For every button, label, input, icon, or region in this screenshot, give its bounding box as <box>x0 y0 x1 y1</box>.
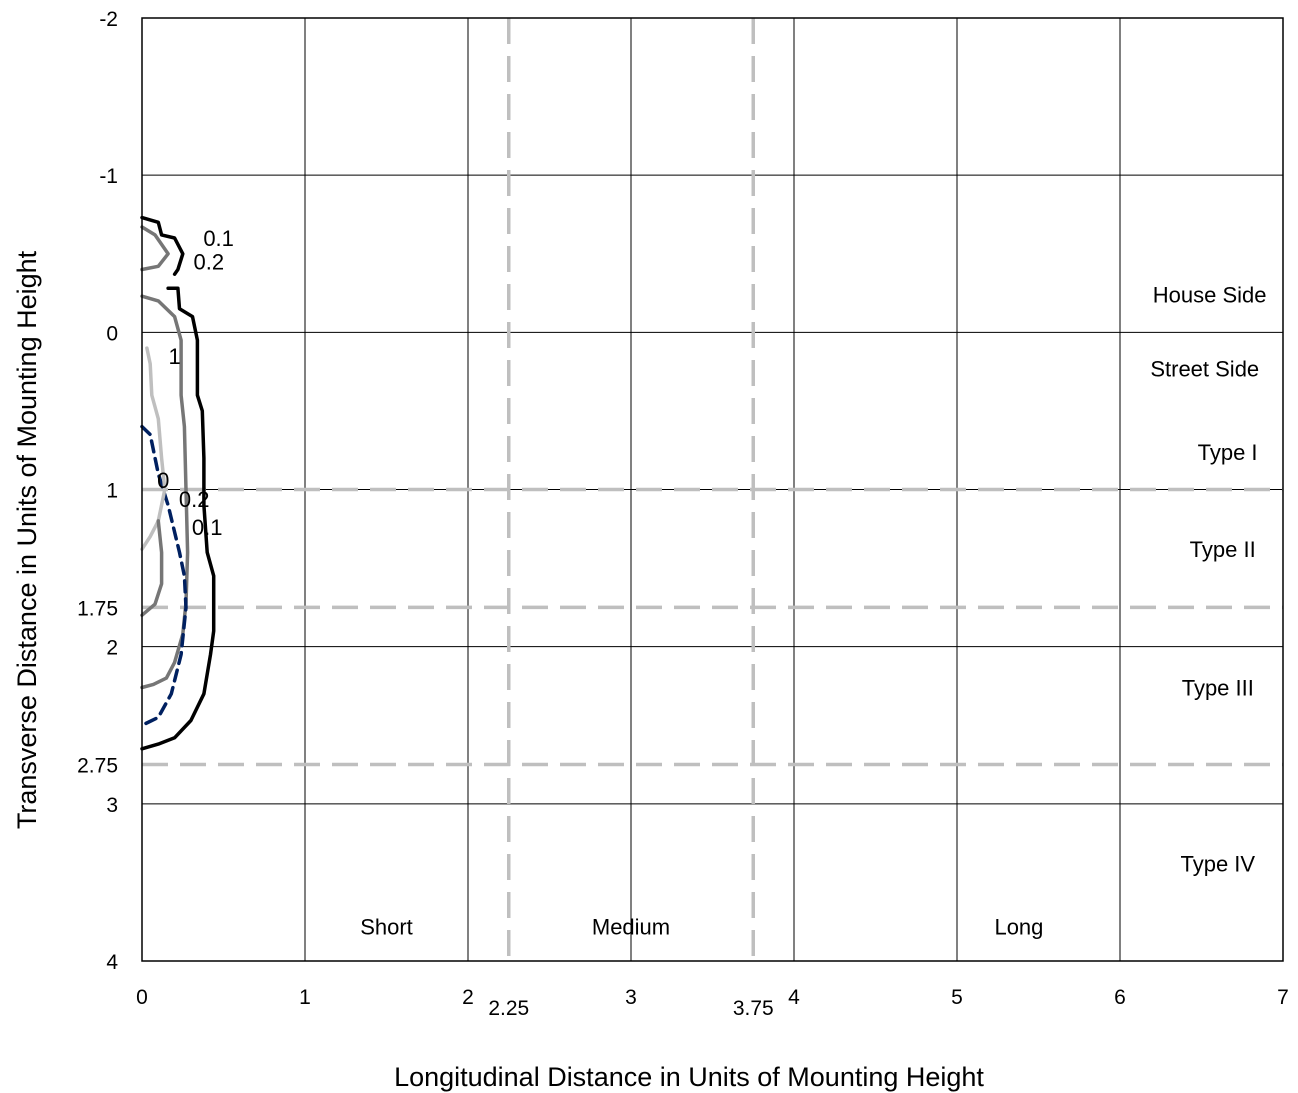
x-tick-label: 0 <box>136 986 148 1009</box>
contour-line <box>140 215 185 276</box>
x-axis-title: Longitudinal Distance in Units of Mounti… <box>394 1062 984 1092</box>
region-labels: House Side Street Side Type I Type II Type I… <box>360 283 1266 940</box>
x-tick-label: 2.25 <box>488 997 529 1020</box>
y-tick-label: -2 <box>99 8 118 31</box>
region-label: Type II <box>1190 537 1256 562</box>
region-label: Type I <box>1198 440 1258 465</box>
contour-label: 0.1 <box>203 226 234 251</box>
y-tick-label: 3 <box>106 794 118 817</box>
x-tick-label: 3 <box>625 986 637 1009</box>
plot-frame <box>141 17 1284 962</box>
contour-label: 0.1 <box>192 515 223 540</box>
x-tick-label: 7 <box>1277 986 1289 1009</box>
contour-line <box>140 225 170 272</box>
y-tick-label: 1.75 <box>77 597 118 620</box>
y-tick-label: 0 <box>106 322 118 345</box>
x-tick-label: 4 <box>788 986 800 1009</box>
contour-label: 1 <box>168 344 180 369</box>
x-tick-label: 3.75 <box>733 997 774 1020</box>
region-label: Street Side <box>1150 356 1259 381</box>
region-label: Type III <box>1182 676 1254 701</box>
y-tick-label: 2 <box>106 637 118 660</box>
x-tick-label: 2 <box>462 986 474 1009</box>
y-tick-label: 1 <box>106 480 118 503</box>
region-label: Medium <box>592 914 670 939</box>
contour-line <box>140 286 216 751</box>
contour-label: 0 <box>157 468 169 493</box>
y-tick-labels: -2 -1 0 1 2 3 4 1.75 2.75 <box>77 8 118 974</box>
x-tick-labels: 0 1 2 3 4 5 6 7 2.25 3.75 <box>136 986 1289 1020</box>
contour-line <box>140 424 188 728</box>
x-tick-label: 6 <box>1114 986 1126 1009</box>
contour-line <box>140 294 190 690</box>
y-tick-label: 4 <box>106 951 118 974</box>
region-label: Type IV <box>1181 852 1256 877</box>
y-axis-title: Transverse Distance in Units of Mounting… <box>12 250 42 829</box>
x-tick-label: 1 <box>299 986 311 1009</box>
contour-label: 0.2 <box>179 487 210 512</box>
contour-label: 0.2 <box>194 250 225 275</box>
contour-line <box>140 346 167 551</box>
y-tick-label: 2.75 <box>77 755 118 778</box>
contour-line <box>140 519 164 617</box>
y-tick-label: -1 <box>99 165 118 188</box>
x-tick-label: 5 <box>951 986 963 1009</box>
contour-lines <box>140 215 216 751</box>
region-label: Long <box>994 914 1043 939</box>
reference-lines <box>142 18 1283 961</box>
region-label: Short <box>360 914 413 939</box>
region-label: House Side <box>1153 283 1267 308</box>
